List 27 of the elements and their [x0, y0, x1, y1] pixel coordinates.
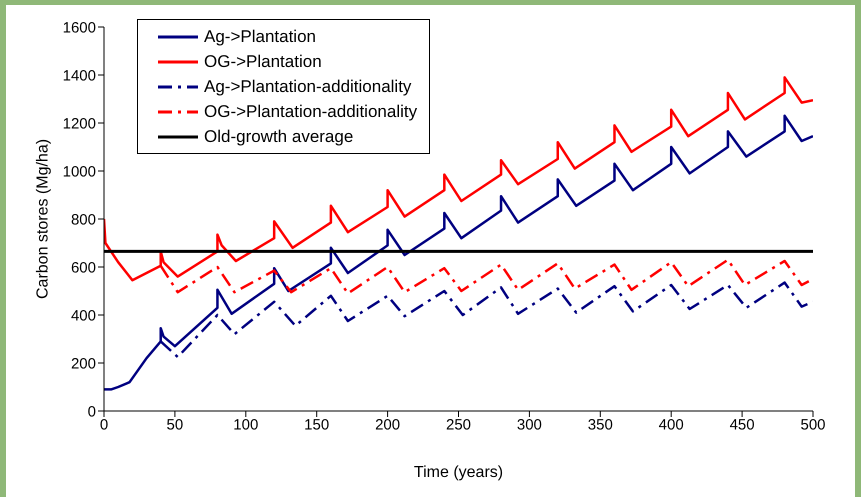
x-axis-title: Time (years)	[414, 464, 504, 481]
y-tick-label: 0	[88, 403, 96, 420]
y-axis-title: Carbon stores (Mg/ha)	[34, 138, 52, 299]
y-tick-label: 1600	[62, 19, 96, 36]
y-tick-label: 1000	[62, 163, 96, 180]
x-tick-label: 500	[800, 416, 826, 434]
legend-label: Ag->Plantation	[204, 26, 316, 46]
y-tick-label: 800	[70, 211, 96, 228]
x-tick-label: 250	[446, 416, 472, 434]
y-tick-label: 1200	[62, 115, 96, 132]
y-tick-label: 1400	[62, 67, 96, 84]
x-tick-label: 0	[100, 416, 108, 434]
legend-label: Old-growth average	[204, 126, 354, 146]
legend-label: OG->Plantation	[204, 52, 322, 72]
y-tick-label: 200	[70, 355, 96, 372]
x-tick-label: 300	[516, 416, 542, 434]
x-tick-label: 350	[588, 416, 613, 434]
x-tick-label: 400	[658, 416, 684, 434]
y-tick-label: 400	[70, 307, 96, 324]
x-tick-label: 450	[730, 416, 755, 434]
legend-label: OG->Plantation-additionality	[204, 102, 418, 122]
y-tick-label: 600	[70, 259, 96, 276]
legend-label: Ag->Plantation-additionality	[204, 76, 412, 96]
x-tick-label: 100	[233, 416, 258, 434]
x-tick-label: 50	[166, 416, 184, 434]
x-tick-label: 200	[375, 416, 400, 434]
x-tick-label: 150	[304, 416, 330, 434]
